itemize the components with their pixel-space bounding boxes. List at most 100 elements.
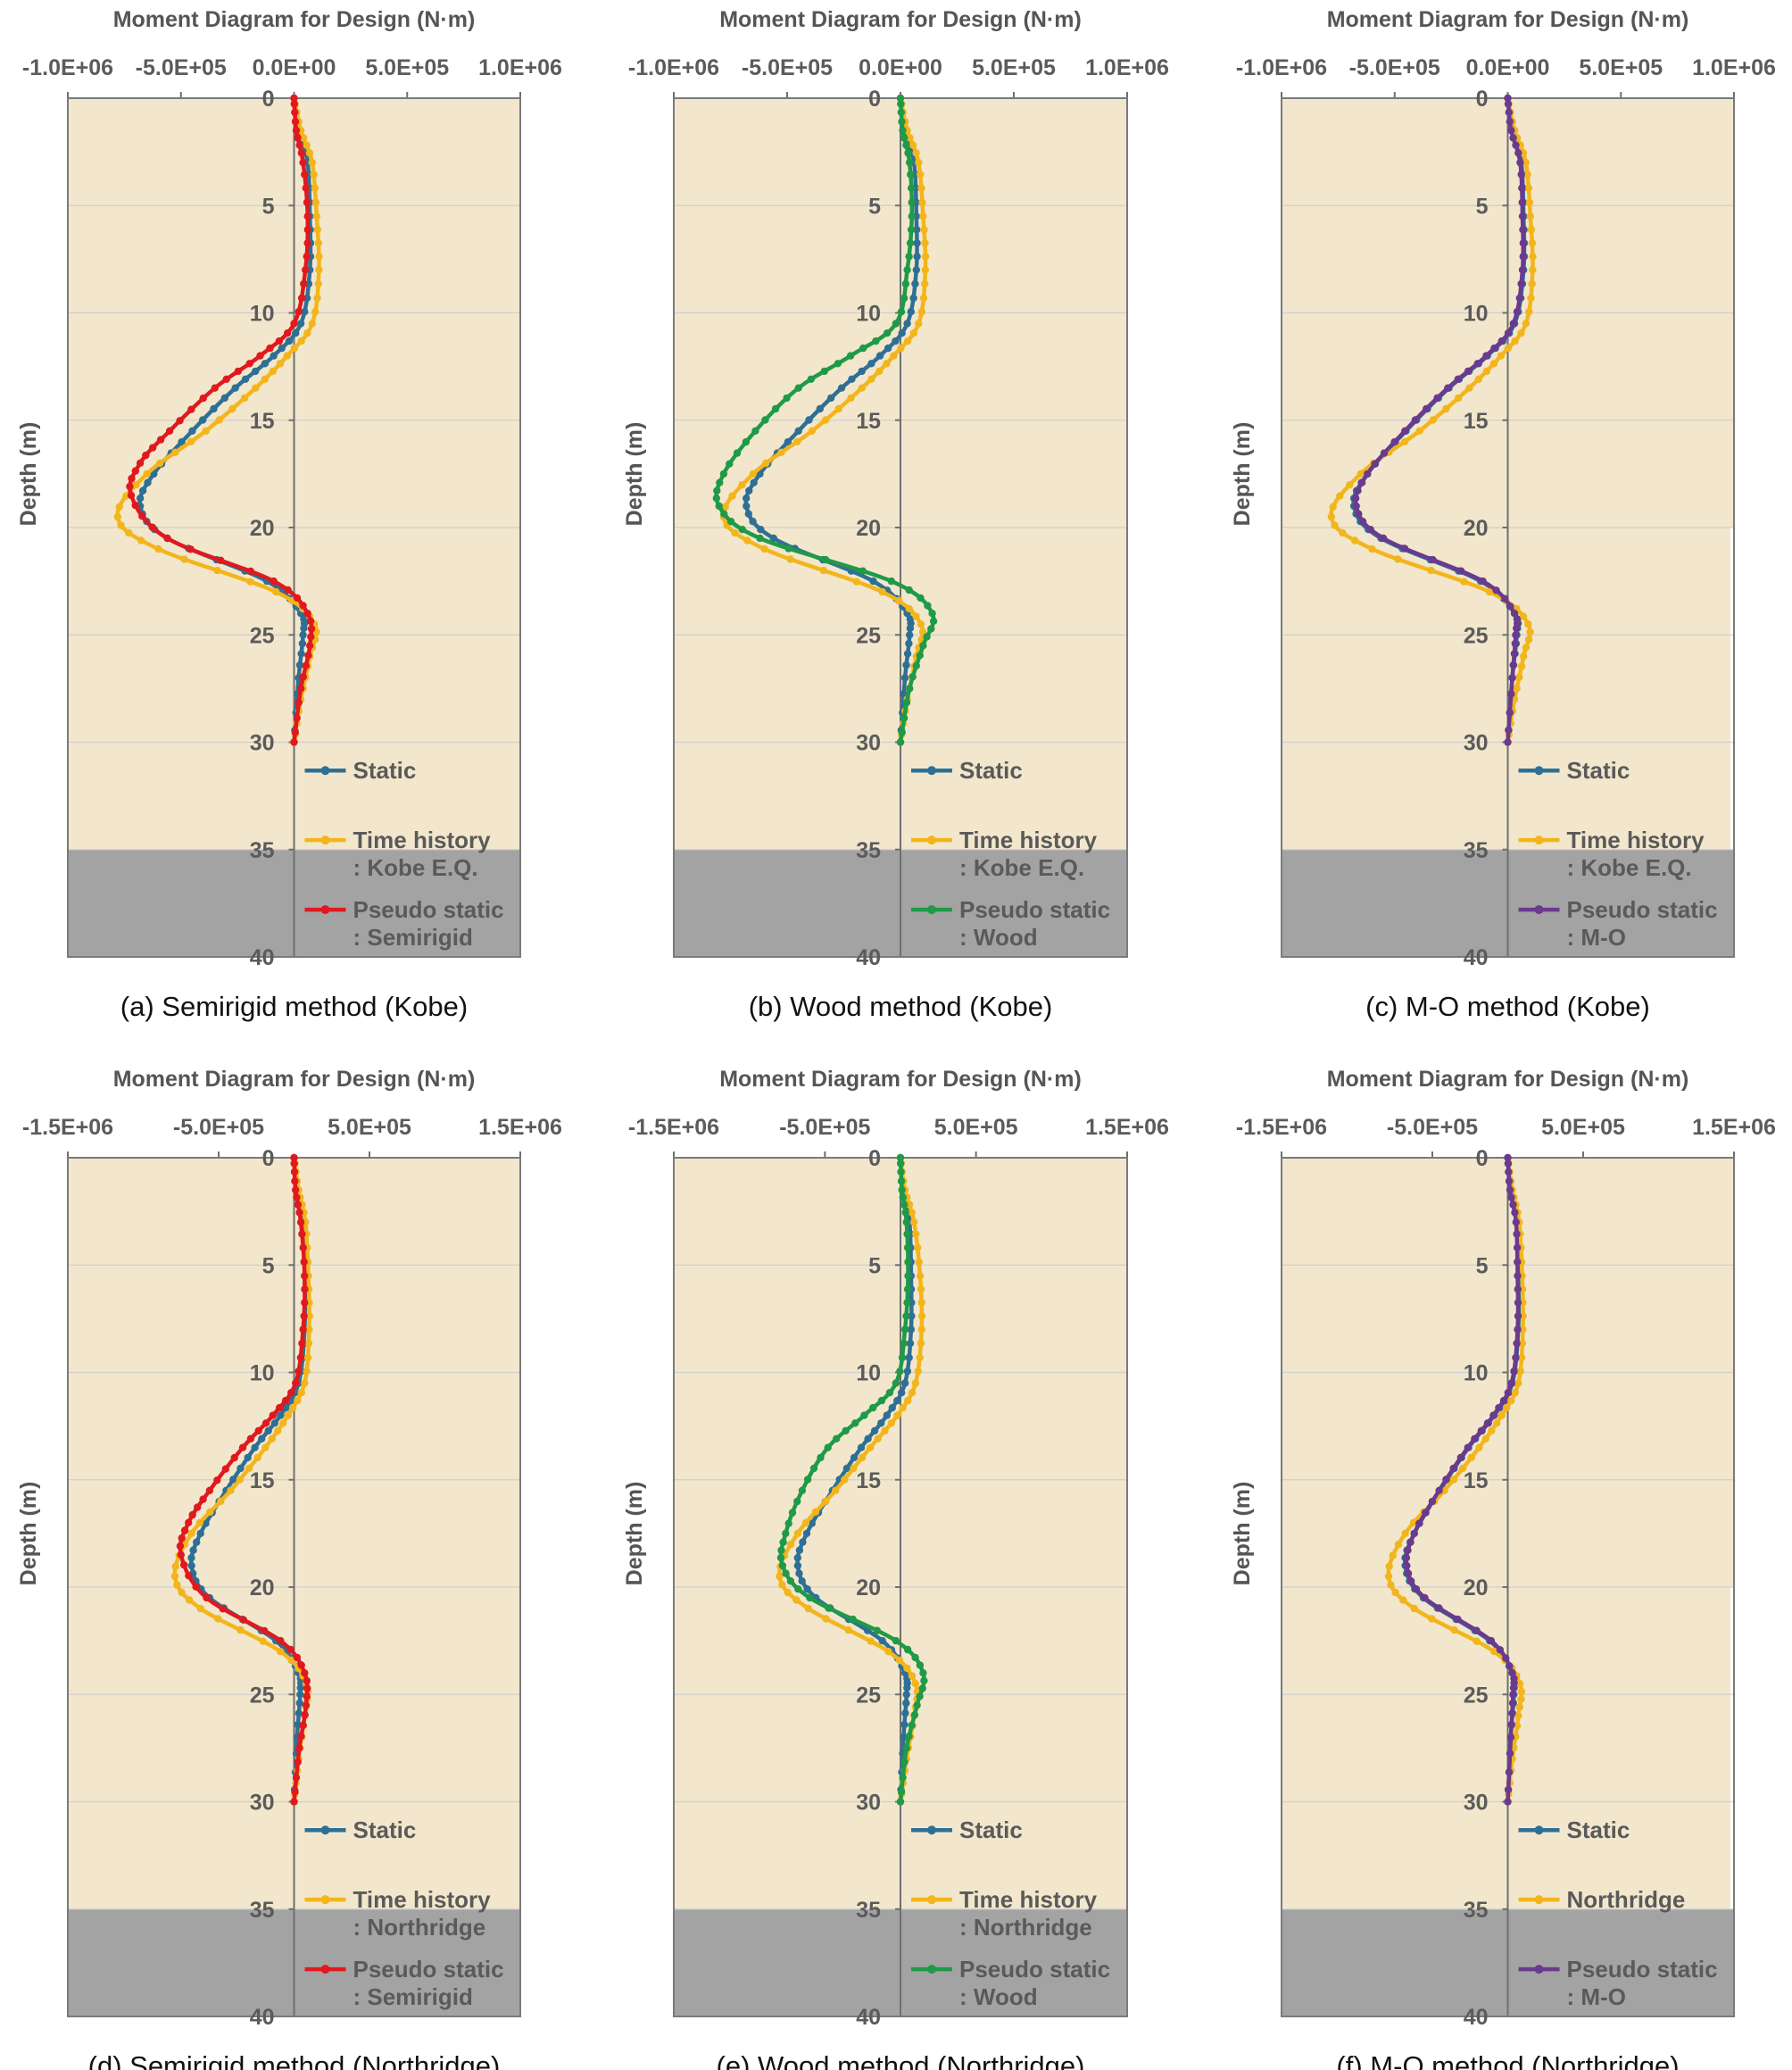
series-point-e-2-27 — [833, 1434, 841, 1443]
series-point-a-1-18 — [313, 294, 321, 303]
series-point-e-2-50 — [911, 1653, 919, 1662]
series-point-e-1-15 — [917, 1312, 926, 1320]
y-tick-label-c-8: 40 — [1464, 945, 1489, 970]
legend-marker-c-0 — [1534, 766, 1544, 776]
chart-panel-e: Moment Diagram for Design (N·m)-1.5E+06 -… — [622, 1067, 1169, 2070]
series-point-e-1-8 — [909, 1218, 918, 1226]
series-point-b-1-28 — [858, 384, 866, 392]
series-point-a-1-14 — [314, 239, 323, 247]
series-point-d-2-47 — [261, 1626, 269, 1635]
y-tick-label-c-0: 0 — [1476, 87, 1489, 112]
series-point-a-0-38 — [138, 486, 147, 495]
legend-marker-f-2 — [1534, 1965, 1544, 1974]
series-point-e-0-55 — [903, 1683, 911, 1692]
series-point-f-1-45 — [1428, 1615, 1436, 1623]
series-point-e-0-18 — [905, 1353, 913, 1362]
series-point-d-2-62 — [292, 1774, 301, 1782]
series-point-c-2-9 — [1517, 170, 1525, 179]
series-point-c-2-2 — [1505, 108, 1514, 116]
series-point-a-2-48 — [270, 577, 278, 586]
x-tick-label-c-4: 1.0E+06 — [1692, 55, 1776, 80]
series-point-e-2-10 — [903, 1243, 912, 1251]
series-point-a-0-55 — [300, 624, 308, 632]
series-point-b-1-15 — [921, 253, 930, 261]
series-point-b-1-23 — [897, 344, 905, 353]
chart-title-d: Moment Diagram for Design (N·m) — [113, 1067, 476, 1092]
legend-marker-c-1 — [1534, 835, 1544, 845]
series-point-e-2-43 — [794, 1585, 802, 1593]
series-point-d-2-11 — [300, 1258, 308, 1266]
series-point-a-2-22 — [275, 337, 284, 345]
series-point-f-2-51 — [1506, 1662, 1514, 1670]
series-point-c-2-1 — [1504, 100, 1513, 108]
chart-panel-f: Moment Diagram for Design (N·m)-1.5E+06 -… — [1230, 1067, 1776, 2070]
series-point-e-2-8 — [902, 1218, 910, 1226]
series-point-e-0-28 — [857, 1443, 866, 1451]
series-point-a-1-35 — [155, 459, 164, 468]
series-point-f-2-14 — [1514, 1299, 1522, 1307]
series-point-f-2-52 — [1508, 1669, 1516, 1677]
series-point-c-1-31 — [1429, 416, 1438, 424]
series-point-e-0-22 — [893, 1396, 901, 1405]
series-point-e-2-24 — [860, 1411, 868, 1419]
series-point-c-1-52 — [1524, 620, 1532, 628]
series-point-e-2-37 — [779, 1538, 787, 1546]
series-point-e-0-25 — [877, 1419, 885, 1427]
caption-a: (a) Semirigid method (Kobe) — [120, 991, 468, 1022]
series-point-b-2-47 — [859, 567, 867, 575]
series-point-a-2-15 — [303, 253, 311, 261]
series-point-d-1-18 — [303, 1353, 312, 1362]
series-point-d-2-50 — [293, 1653, 302, 1662]
series-point-b-1-22 — [903, 337, 912, 345]
series-point-b-1-31 — [821, 416, 830, 424]
series-point-b-1-13 — [920, 226, 928, 234]
legend-marker-a-2 — [320, 905, 330, 915]
series-point-c-1-11 — [1525, 198, 1534, 206]
series-point-e-0-40 — [793, 1561, 802, 1570]
series-point-e-1-6 — [905, 1201, 914, 1209]
y-tick-label-b-5: 25 — [856, 623, 881, 648]
x-tick-label-b-0: -1.0E+06 — [628, 55, 719, 80]
series-point-b-1-32 — [808, 427, 817, 435]
series-point-a-2-38 — [128, 474, 136, 483]
series-point-b-1-44 — [760, 545, 768, 553]
y-tick-label-f-2: 10 — [1464, 1361, 1489, 1386]
y-tick-label-f-7: 35 — [1464, 1898, 1489, 1923]
series-point-b-0-28 — [837, 384, 846, 392]
series-point-e-2-48 — [892, 1636, 900, 1645]
series-point-a-2-17 — [300, 279, 308, 288]
series-point-b-0-23 — [884, 344, 892, 353]
chart-panel-b: Moment Diagram for Design (N·m)-1.0E+06-… — [622, 7, 1169, 1022]
series-point-a-2-21 — [283, 329, 292, 337]
series-point-e-1-37 — [786, 1541, 795, 1549]
series-point-b-2-13 — [907, 226, 916, 234]
series-point-b-2-11 — [908, 198, 916, 206]
series-point-b-1-20 — [915, 320, 923, 328]
series-point-a-1-44 — [154, 545, 162, 553]
series-point-a-0-26 — [252, 367, 260, 376]
series-point-d-1-22 — [294, 1396, 302, 1405]
series-point-b-1-37 — [738, 481, 746, 489]
series-point-e-2-29 — [817, 1453, 825, 1462]
series-point-e-1-23 — [899, 1403, 907, 1412]
series-point-d-1-26 — [274, 1426, 282, 1435]
series-point-b-1-27 — [867, 375, 875, 383]
series-point-b-2-57 — [916, 652, 925, 660]
series-point-f-2-26 — [1477, 1426, 1486, 1435]
series-point-f-2-19 — [1510, 1368, 1518, 1376]
series-point-a-2-57 — [304, 652, 312, 660]
series-point-d-2-32 — [205, 1486, 214, 1495]
series-point-f-1-25 — [1493, 1419, 1501, 1427]
series-point-c-1-56 — [1520, 653, 1528, 661]
series-point-c-2-14 — [1519, 239, 1528, 247]
series-point-c-2-31 — [1411, 416, 1420, 424]
series-point-d-0-31 — [229, 1476, 237, 1484]
series-point-a-2-60 — [296, 685, 305, 693]
series-point-e-2-9 — [903, 1230, 911, 1238]
series-point-b-0-59 — [902, 661, 910, 669]
series-point-c-2-11 — [1518, 198, 1526, 206]
series-point-d-2-7 — [295, 1209, 303, 1217]
series-point-b-1-35 — [762, 459, 770, 468]
series-point-e-2-60 — [902, 1744, 910, 1752]
series-point-b-1-26 — [875, 367, 884, 376]
